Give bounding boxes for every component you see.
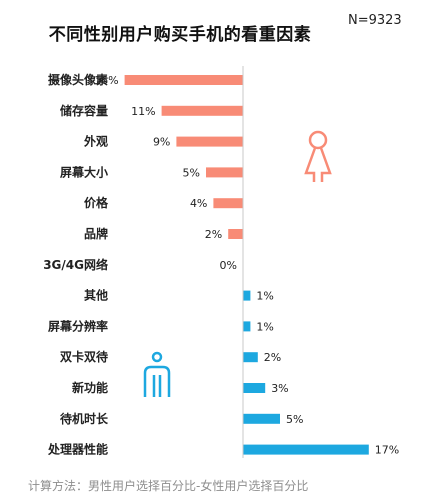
category-label: 价格 xyxy=(84,195,109,210)
chart-title: 不同性别用户购买手机的看重因素 xyxy=(48,25,312,45)
data-label: 0% xyxy=(220,259,237,272)
data-label: 3% xyxy=(271,382,288,395)
category-label: 3G/4G网络 xyxy=(43,257,108,272)
male-symbol-icon xyxy=(143,351,171,397)
sample-size: N=9323 xyxy=(348,13,402,28)
bar xyxy=(213,198,243,209)
bar xyxy=(243,413,280,424)
category-label: 新功能 xyxy=(72,380,108,395)
data-label: 5% xyxy=(286,413,303,426)
category-label: 处理器性能 xyxy=(47,442,108,457)
bar xyxy=(206,167,243,178)
data-label: 2% xyxy=(205,228,222,241)
data-label: 11% xyxy=(131,105,155,118)
category-label: 屏幕大小 xyxy=(59,164,108,179)
data-label: 2% xyxy=(264,351,281,364)
category-label: 待机时长 xyxy=(60,411,109,426)
data-label: 1% xyxy=(256,320,273,333)
bar xyxy=(176,136,243,147)
bar xyxy=(228,229,243,239)
data-label: 5% xyxy=(183,166,200,179)
bar xyxy=(243,383,266,393)
bar xyxy=(243,444,369,455)
bar xyxy=(124,75,243,85)
bar xyxy=(243,352,258,363)
category-label: 外观 xyxy=(84,134,108,149)
category-label: 品牌 xyxy=(84,226,108,241)
data-label: 9% xyxy=(153,136,170,149)
category-label: 摄像头像素 xyxy=(48,72,108,87)
female-symbol-icon xyxy=(304,130,332,182)
category-label: 储存容量 xyxy=(60,103,108,118)
data-label: 17% xyxy=(375,444,399,457)
category-label: 屏幕分辨率 xyxy=(47,318,108,333)
bar xyxy=(243,290,251,301)
bar xyxy=(161,105,243,116)
bar xyxy=(243,321,251,332)
category-label: 双卡双待 xyxy=(60,349,108,364)
footnote: 计算方法：男性用户选择百分比-女性用户选择百分比 xyxy=(28,479,309,493)
data-label: 4% xyxy=(190,197,207,210)
data-label: 16% xyxy=(94,74,118,87)
data-label: 1% xyxy=(256,290,273,303)
category-label: 其他 xyxy=(84,288,108,303)
